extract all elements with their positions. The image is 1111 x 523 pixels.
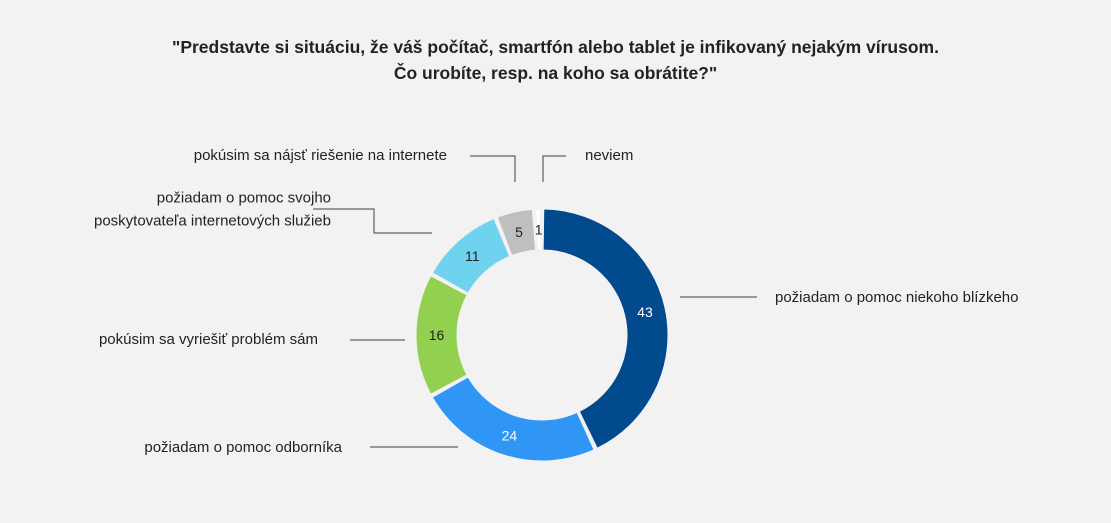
value-labels: 43 24 16 11 5 1 [429,222,653,444]
value-label-5: 5 [515,224,523,240]
chart-title-line-1: "Predstavte si situáciu, že váš počítač,… [172,37,939,57]
chart-title: "Predstavte si situáciu, že váš počítač,… [0,34,1111,86]
leader-line-4 [313,208,432,234]
value-label-1: 43 [637,304,653,320]
donut-slice-1 [542,208,669,449]
donut-slices [415,208,669,462]
category-labels: požiadam o pomoc niekoho blízkeho požiada… [94,147,1019,456]
value-label-6: 1 [535,222,543,238]
category-label-3: pokúsim sa vyriešiť problém sám [99,331,318,348]
value-label-4: 11 [465,248,480,264]
category-label-1: požiadam o pomoc niekoho blízkeho [775,289,1019,306]
leader-line-5 [470,155,516,182]
value-label-3: 16 [429,327,445,343]
donut-slice-2 [431,376,595,462]
donut-slice-4 [431,217,511,294]
category-label-6: neviem [585,147,633,164]
donut-slice-3 [415,275,468,395]
category-label-2: požiadam o pomoc odborníka [144,439,342,456]
donut-slice-5 [496,208,537,257]
leader-line-6 [542,155,566,182]
chart-title-line-2: Čo urobíte, resp. na koho sa obrátite?" [393,63,718,83]
category-label-4: požiadam o pomoc svojho poskytovateľa int… [94,190,331,230]
category-label-5: pokúsim sa nájsť riešenie na internete [194,147,447,164]
value-label-2: 24 [502,427,518,443]
leader-lines [313,155,757,448]
donut-slice-6 [535,208,542,251]
